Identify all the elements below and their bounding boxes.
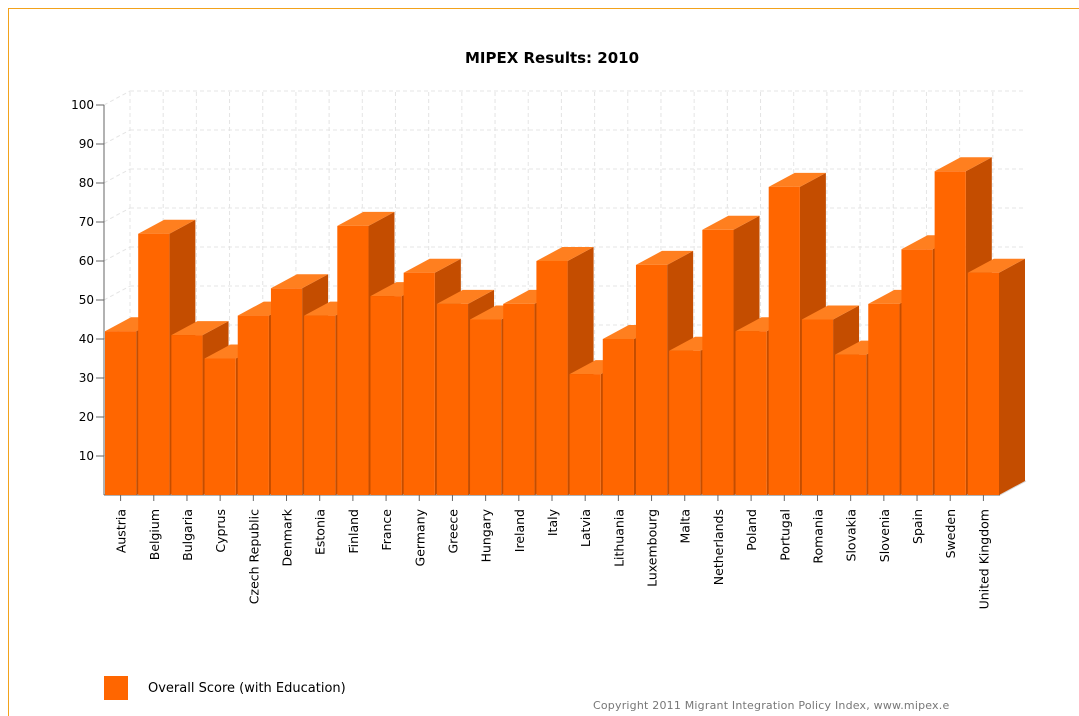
bar-front	[204, 358, 236, 495]
bar-front	[304, 315, 336, 495]
bar-top	[337, 211, 395, 226]
category-labels: Austria Belgium Bulgaria Cyprus Czech Republ…	[114, 508, 992, 609]
y-tick-label: 10	[79, 449, 94, 463]
x-tick-label: Netherlands	[711, 509, 726, 585]
x-tick-label: Romania	[810, 509, 825, 564]
y-tick-label: 30	[79, 371, 94, 385]
x-tick-label: Luxembourg	[645, 509, 660, 587]
x-tick-label: Finland	[346, 509, 361, 554]
bar-front	[138, 233, 170, 495]
x-tick-label: Malta	[678, 509, 693, 543]
y-tick-label: 60	[79, 254, 94, 268]
bar-top	[171, 321, 229, 336]
legend: Overall Score (with Education)	[104, 675, 346, 701]
bar-front	[735, 331, 767, 495]
bar-front	[702, 229, 734, 496]
x-tick-label: Germany	[412, 508, 427, 566]
y-tick-label: 50	[79, 293, 94, 307]
bar-front	[105, 331, 137, 495]
y-tick-label: 20	[79, 410, 94, 424]
bar-front	[403, 272, 435, 495]
bar-top	[967, 258, 1025, 273]
bar-top	[801, 305, 860, 320]
bar-front	[569, 374, 601, 495]
legend-swatch	[104, 676, 128, 700]
bar-top	[436, 289, 495, 304]
y-tick-label: 90	[79, 137, 94, 151]
legend-label: Overall Score (with Education)	[148, 680, 346, 696]
bar-top	[702, 215, 760, 230]
chart-title: MIPEX Results: 2010	[465, 49, 639, 67]
bar	[967, 258, 1025, 495]
x-tick-label: Cyprus	[213, 509, 228, 553]
bar-front	[635, 264, 668, 495]
gridline	[103, 168, 131, 184]
x-tick-label: Poland	[744, 509, 759, 551]
y-tick-label: 40	[79, 332, 94, 346]
x-tick-label: Slovakia	[844, 509, 859, 561]
x-tick-label: Slovenia	[877, 509, 892, 562]
bar-front	[967, 272, 999, 495]
x-tick-label: Latvia	[578, 509, 593, 547]
gridline	[103, 129, 131, 145]
y-tick-label: 70	[79, 215, 94, 229]
x-tick-label: Austria	[114, 509, 129, 553]
x-tick-label: Lithuania	[611, 509, 626, 567]
bar-front	[901, 249, 933, 495]
bar-front	[370, 296, 402, 495]
bar-front	[602, 339, 634, 495]
x-tick-label: Ireland	[512, 509, 527, 552]
bar-front	[503, 303, 535, 495]
bar-front	[768, 186, 800, 495]
x-tick-label: Sweden	[943, 509, 958, 558]
bar-front	[337, 225, 369, 495]
gridline	[103, 90, 131, 106]
bar-front	[868, 303, 900, 495]
bars	[105, 157, 1025, 496]
y-tick-label: 80	[79, 176, 94, 190]
x-tick-label: Bulgaria	[180, 509, 195, 561]
x-tick-label: Portugal	[777, 509, 792, 561]
bar-side	[999, 258, 1025, 495]
bar-top	[635, 250, 694, 265]
copyright-text: Copyright 2011 Migrant Integration Polic…	[593, 699, 950, 712]
bar-top	[270, 274, 329, 289]
x-tick-label: Spain	[910, 509, 925, 544]
x-tick-label: Estonia	[313, 509, 328, 555]
bar-front	[270, 288, 303, 495]
x-tick-label: France	[379, 509, 394, 551]
x-tick-label: Italy	[545, 508, 560, 536]
bar-top	[768, 172, 826, 187]
bar-front	[237, 315, 269, 495]
bar-front	[436, 303, 469, 495]
bar-front	[171, 335, 203, 495]
bar-front	[669, 350, 701, 495]
x-tick-label: Czech Republic	[246, 509, 261, 604]
x-tick-label: United Kingdom	[976, 509, 991, 609]
x-tick-label: Belgium	[147, 509, 162, 560]
bar-top	[536, 247, 594, 261]
gridline	[103, 207, 131, 223]
bar-front	[801, 319, 834, 495]
bar-front	[934, 171, 966, 496]
bar-front	[835, 354, 867, 495]
x-tick-label: Greece	[445, 509, 460, 554]
bar-front	[536, 261, 568, 495]
gridline	[103, 246, 131, 262]
bar-top	[934, 157, 992, 172]
x-tick-label: Denmark	[280, 508, 295, 566]
x-tick-label: Hungary	[479, 508, 494, 562]
gridline	[103, 285, 131, 301]
bar-front	[470, 319, 502, 495]
y-tick-label: 100	[71, 98, 94, 112]
bar-top	[403, 258, 461, 273]
bar-top	[138, 219, 196, 234]
